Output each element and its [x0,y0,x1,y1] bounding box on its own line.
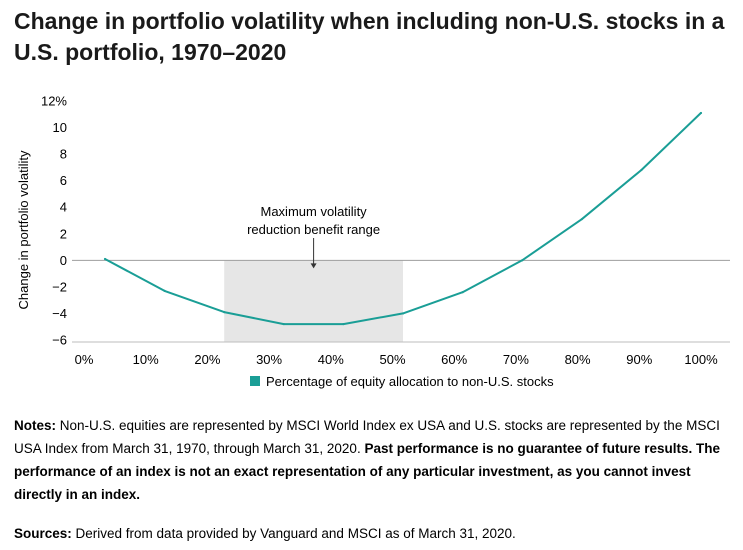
x-tick-label: 0% [75,352,94,367]
y-tick-labels: 12% 10 8 6 4 2 0 −2 −4 −6 [41,94,67,348]
data-point [461,291,464,294]
shaded-range [224,260,403,342]
legend-swatch [250,376,260,386]
x-tick-label: 80% [565,352,591,367]
y-tick-label: 2 [60,226,67,241]
y-tick-label: 0 [60,253,67,268]
x-tick-label: 70% [503,352,529,367]
x-tick-label: 20% [194,352,220,367]
x-tick-label: 40% [318,352,344,367]
x-tick-labels: 0% 10% 20% 30% 40% 50% 60% 70% 80% 90% 100% [75,352,718,367]
sources-label: Sources: [14,526,72,541]
data-point [342,322,345,326]
data-point [521,259,524,262]
x-tick-label: 60% [441,352,467,367]
data-point [103,257,107,261]
y-axis-label: Change in portfolio volatility [16,150,31,309]
data-point [163,289,166,292]
data-point [401,312,405,315]
x-tick-label: 10% [133,352,159,367]
x-tick-label: 50% [379,352,405,367]
y-tick-label: 6 [60,173,67,188]
data-point [699,111,703,115]
notes-text: Non-U.S. equities are represented by MSC… [14,418,720,456]
notes-label: Notes: [14,418,57,433]
shaded-range-layer [224,260,403,342]
legend-label: Percentage of equity allocation to non-U… [266,374,554,389]
data-point [282,322,285,326]
annotation: Maximum volatility reduction benefit rang… [247,204,380,269]
line-chart: 12% 10 8 6 4 2 0 −2 −4 −6 0% 10% 20% 30% 40% 50% 60% 70%… [16,94,730,389]
annotation-text: Maximum volatility [261,204,368,219]
data-point [640,168,643,172]
annotation-arrow-head [310,263,317,269]
y-tick-label: 12% [41,94,67,109]
legend: Percentage of equity allocation to non-U… [250,374,554,389]
y-tick-label: 4 [60,200,67,215]
y-tick-label: −2 [52,279,67,294]
y-tick-label: −6 [52,333,67,348]
y-tick-label: −4 [52,306,67,321]
data-point [223,311,226,314]
x-tick-label: 100% [684,352,718,367]
sources-text: Derived from data provided by Vanguard a… [71,526,516,541]
x-tick-label: 30% [256,352,282,367]
sources-block: Sources: Derived from data provided by V… [14,524,730,544]
x-tick-label: 90% [626,352,652,367]
notes-bold-text: Past performance is no guarantee of futu… [14,441,721,502]
annotation-text: reduction benefit range [247,222,380,237]
y-tick-label: 10 [53,120,67,135]
chart-title: Change in portfolio volatility when incl… [14,8,725,65]
data-point [580,218,583,221]
series-layer [103,111,703,326]
y-tick-label: 8 [60,147,67,162]
notes-block: Notes: Non-U.S. equities are represented… [14,414,730,506]
